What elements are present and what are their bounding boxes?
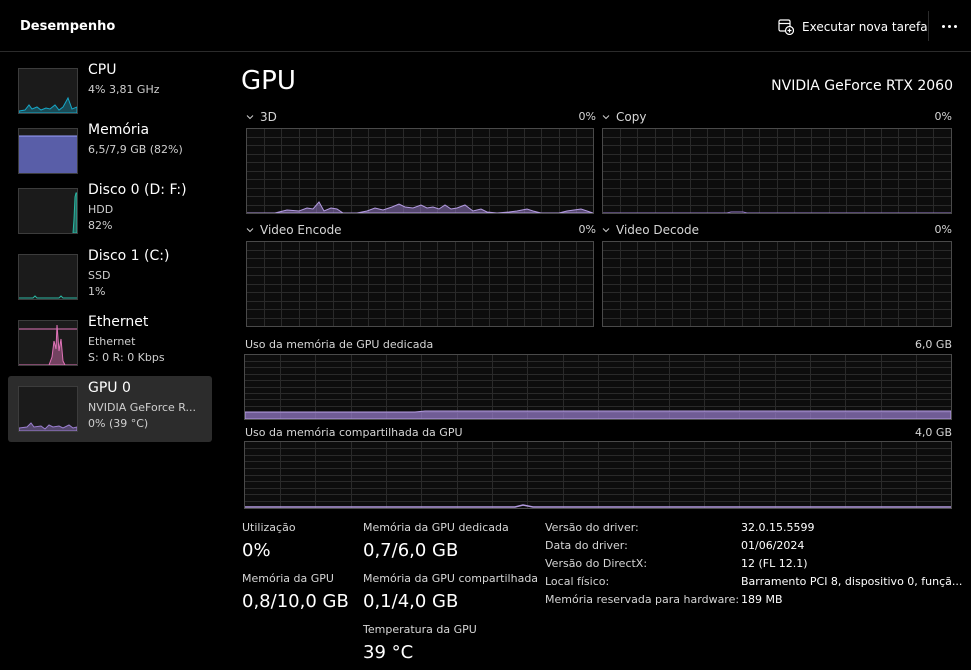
sidebar: CPU 4% 3,81 GHz Memória 6,5/7,9 GB (82%)… [0,53,222,670]
title-bar: Desempenho Executar nova tarefa [0,0,971,52]
engine-graph-video-decode [602,241,952,327]
memory-thumbnail-graph [18,128,78,174]
more-dot [954,24,957,28]
driver-version-value: 32.0.15.5599 [741,521,815,534]
dedicated-memory-max: 6,0 GB [914,338,952,351]
gpu-model-name: NVIDIA GeForce RTX 2060 [771,78,953,94]
sidebar-item-disk-1[interactable]: Disco 1 (C:) SSD 1% [8,244,212,310]
shared-memory-label: Uso da memória compartilhada da GPU [245,426,463,439]
disk-0-thumbnail-graph [18,188,78,234]
run-new-task-label: Executar nova tarefa [802,20,928,34]
gpu-title: GPU [241,66,296,96]
engine-value: 0% [934,110,952,123]
sidebar-item-cpu[interactable]: CPU 4% 3,81 GHz [8,58,212,124]
chevron-down-icon [602,115,610,120]
sidebar-item-name: Disco 1 (C:) [88,248,170,264]
engine-value: 0% [934,223,952,236]
sidebar-item-detail: 4% 3,81 GHz [88,83,160,96]
sidebar-item-detail: SSD [88,269,111,282]
driver-date-value: 01/06/2024 [741,539,805,552]
sidebar-item-detail: NVIDIA GeForce R... [88,401,197,414]
more-dot [948,24,951,28]
engine-graph-video-encode [246,241,594,327]
driver-date-key: Data do driver: [545,539,628,552]
ethernet-thumbnail-graph [18,320,78,366]
gpu-0-thumbnail-graph [18,386,78,432]
engine-value: 0% [578,110,596,123]
dedicated-memory-graph [244,354,952,420]
sidebar-item-name: CPU [88,62,117,78]
sidebar-item-detail: 6,5/7,9 GB (82%) [88,143,183,156]
sidebar-item-ethernet[interactable]: Ethernet Ethernet S: 0 R: 0 Kbps [8,310,212,376]
sidebar-item-name: GPU 0 [88,380,131,396]
engine-value: 0% [578,223,596,236]
sidebar-item-detail-2: 82% [88,219,113,232]
cpu-thumbnail-graph [18,68,78,114]
shared-memory-graph [244,441,952,509]
engine-graph-copy [602,128,952,214]
engine-graph-3d [246,128,594,214]
sidebar-item-gpu-0[interactable]: GPU 0 NVIDIA GeForce R... 0% (39 °C) [8,376,212,442]
utilization-value: 0% [242,540,271,561]
shared-memory-stat-value: 0,1/4,0 GB [363,591,459,612]
chevron-down-icon [602,228,610,233]
shared-memory-max: 4,0 GB [914,426,952,439]
hardware-reserved-memory-value: 189 MB [741,593,783,606]
engine-selector-copy[interactable]: Copy [602,109,646,125]
chevron-down-icon [246,115,254,120]
engine-name: Copy [616,110,647,124]
chevron-down-icon [246,228,254,233]
utilization-label: Utilização [242,521,296,534]
dedicated-memory-label: Uso da memória de GPU dedicada [245,338,434,351]
sidebar-item-detail: Ethernet [88,335,136,348]
engine-name: Video Decode [616,223,699,237]
sidebar-item-detail-2: 0% (39 °C) [88,417,149,430]
disk-1-thumbnail-graph [18,254,78,300]
gpu-memory-value: 0,8/10,0 GB [242,591,349,612]
engine-selector-video-decode[interactable]: Video Decode [602,222,699,238]
gpu-memory-label: Memória da GPU [242,572,334,585]
sidebar-item-detail-2: S: 0 R: 0 Kbps [88,351,165,364]
shared-memory-stat-label: Memória da GPU compartilhada [363,572,539,585]
sidebar-item-disk-0[interactable]: Disco 0 (D: F:) HDD 82% [8,178,212,244]
sidebar-item-name: Ethernet [88,314,149,330]
engine-name: Video Encode [260,223,342,237]
physical-location-key: Local físico: [545,575,610,588]
run-new-task-button[interactable]: Executar nova tarefa [778,16,928,38]
engine-selector-video-encode[interactable]: Video Encode [246,222,342,238]
page-title: Desempenho [20,19,116,34]
more-horizontal-icon [942,24,945,28]
sidebar-item-detail-2: 1% [88,285,106,298]
engine-name: 3D [260,110,277,124]
new-task-icon [778,19,794,35]
sidebar-item-detail: HDD [88,203,114,216]
more-options-button[interactable] [928,11,970,41]
dedicated-memory-stat-label: Memória da GPU dedicada [363,521,509,534]
dedicated-memory-stat-value: 0,7/6,0 GB [363,540,459,561]
hardware-reserved-memory-key: Memória reservada para hardware: [545,593,740,606]
sidebar-item-name: Memória [88,122,150,138]
temperature-value: 39 °C [363,642,414,663]
temperature-label: Temperatura da GPU [363,623,477,636]
engine-selector-3d[interactable]: 3D [246,109,277,125]
physical-location-value: Barramento PCI 8, dispositivo 0, funçã..… [741,575,963,588]
directx-version-value: 12 (FL 12.1) [741,557,808,570]
sidebar-item-name: Disco 0 (D: F:) [88,182,187,198]
directx-version-key: Versão do DirectX: [545,557,648,570]
driver-version-key: Versão do driver: [545,521,639,534]
sidebar-item-memory[interactable]: Memória 6,5/7,9 GB (82%) [8,118,212,184]
